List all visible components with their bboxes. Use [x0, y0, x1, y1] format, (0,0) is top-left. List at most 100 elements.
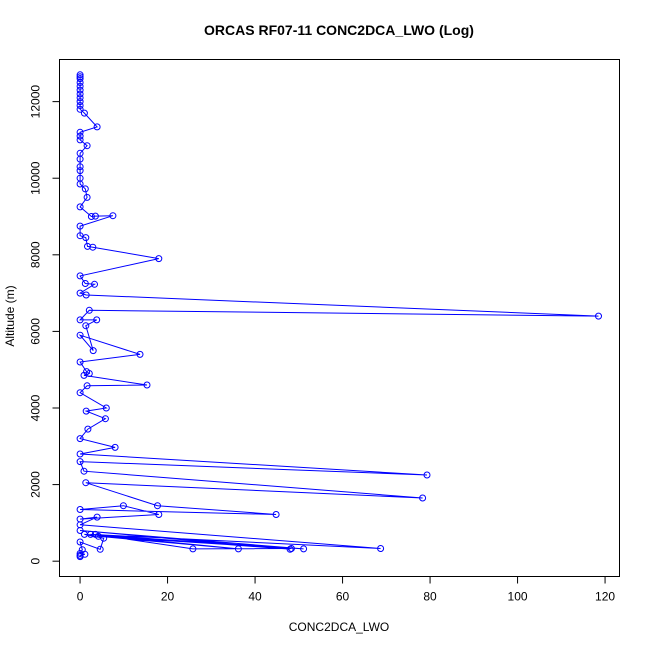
- series-layer: [76, 71, 602, 561]
- data-point: [81, 185, 89, 193]
- x-axis-label: CONC2DCA_LWO: [289, 620, 389, 634]
- data-point: [84, 242, 91, 250]
- data-point: [96, 545, 104, 553]
- x-tick-label: 60: [336, 590, 350, 604]
- data-point: [423, 471, 431, 479]
- data-point: [76, 389, 84, 397]
- data-point: [377, 545, 385, 552]
- y-tick-label: 8000: [29, 241, 43, 268]
- data-point: [419, 494, 427, 502]
- data-point: [84, 425, 92, 433]
- data-point: [80, 530, 88, 538]
- data-point: [76, 222, 84, 230]
- data-point: [91, 212, 99, 220]
- data-point: [76, 136, 84, 144]
- data-point: [76, 105, 84, 113]
- x-axis: 0 20 40 60 80 100 120: [77, 576, 615, 604]
- data-point: [76, 90, 84, 98]
- y-tick-label: 4000: [29, 394, 43, 421]
- data-point: [82, 407, 90, 415]
- data-point: [82, 234, 90, 242]
- data-point: [76, 435, 84, 443]
- data-point: [93, 123, 101, 131]
- data-point: [76, 167, 84, 175]
- data-point: [93, 316, 101, 324]
- data-point: [286, 545, 294, 553]
- data-point: [76, 79, 84, 86]
- data-point: [119, 502, 127, 510]
- data-point: [136, 350, 144, 358]
- data-point: [80, 467, 88, 475]
- data-point: [91, 530, 99, 538]
- data-point: [287, 545, 295, 552]
- data-point: [76, 538, 84, 546]
- data-point: [80, 371, 88, 379]
- data-point: [89, 347, 97, 355]
- data-point: [272, 511, 280, 518]
- data-point: [76, 316, 84, 324]
- data-point: [109, 212, 117, 220]
- x-tick-label: 0: [77, 590, 84, 604]
- data-point: [85, 306, 93, 314]
- data-point: [83, 193, 91, 201]
- data-point: [111, 443, 119, 451]
- y-tick-label: 0: [29, 558, 43, 565]
- data-point: [76, 458, 84, 466]
- data-point: [76, 553, 84, 561]
- data-point: [76, 272, 84, 280]
- chart-title: ORCAS RF07-11 CONC2DCA_LWO (Log): [204, 22, 474, 38]
- y-axis-label: Altitude (m): [3, 285, 17, 346]
- data-point: [76, 163, 84, 171]
- data-point: [76, 203, 84, 211]
- y-tick-label: 10000: [29, 161, 43, 195]
- data-point: [82, 479, 90, 487]
- data-point: [80, 109, 88, 117]
- data-point: [76, 71, 84, 79]
- data-point: [76, 75, 84, 83]
- data-point: [189, 545, 197, 553]
- data-point: [76, 128, 84, 136]
- data-point: [76, 94, 84, 102]
- y-tick-label: 2000: [29, 471, 43, 498]
- data-point: [82, 291, 90, 299]
- data-point: [83, 382, 91, 390]
- data-point: [300, 545, 308, 553]
- data-point: [82, 322, 90, 330]
- data-point: [76, 102, 84, 109]
- y-tick-label: 6000: [29, 318, 43, 345]
- data-point: [76, 289, 84, 297]
- data-point: [154, 502, 161, 510]
- data-point: [155, 511, 163, 518]
- x-tick-label: 80: [423, 590, 437, 604]
- x-tick-label: 100: [508, 590, 528, 604]
- data-point: [102, 404, 110, 412]
- data-point: [76, 527, 84, 534]
- y-axis: 0 2000 4000 6000 8000 10000 12000: [29, 85, 60, 565]
- data-point: [76, 506, 84, 513]
- data-point: [143, 381, 151, 389]
- series-line: [78, 74, 599, 557]
- data-point: [76, 155, 84, 163]
- data-point: [76, 82, 84, 90]
- data-point: [91, 280, 98, 288]
- data-point: [234, 545, 242, 553]
- data-point: [100, 534, 108, 542]
- data-point: [76, 450, 84, 458]
- data-point: [89, 243, 97, 251]
- data-point: [76, 86, 84, 94]
- data-point: [76, 98, 84, 106]
- data-point: [81, 280, 89, 287]
- x-tick-label: 120: [595, 590, 615, 604]
- data-point: [93, 513, 101, 521]
- data-point: [83, 142, 91, 150]
- data-point: [76, 358, 84, 366]
- data-point: [76, 331, 84, 339]
- x-tick-label: 40: [248, 590, 262, 604]
- plot-frame: [59, 59, 620, 577]
- data-point: [87, 213, 95, 220]
- x-tick-label: 20: [161, 590, 175, 604]
- y-tick-label: 12000: [29, 85, 43, 119]
- data-point: [101, 415, 109, 423]
- data-point: [76, 550, 84, 557]
